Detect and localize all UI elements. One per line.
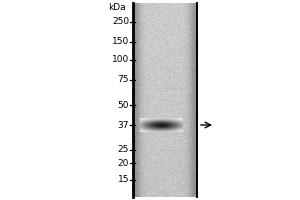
Text: 25: 25 xyxy=(118,146,129,154)
Text: kDa: kDa xyxy=(108,3,126,12)
Text: 37: 37 xyxy=(118,120,129,130)
Text: 250: 250 xyxy=(112,18,129,26)
Text: 75: 75 xyxy=(118,75,129,84)
Text: 50: 50 xyxy=(118,100,129,110)
Text: 100: 100 xyxy=(112,55,129,64)
Text: 150: 150 xyxy=(112,38,129,46)
Text: 20: 20 xyxy=(118,158,129,168)
Text: 15: 15 xyxy=(118,176,129,184)
